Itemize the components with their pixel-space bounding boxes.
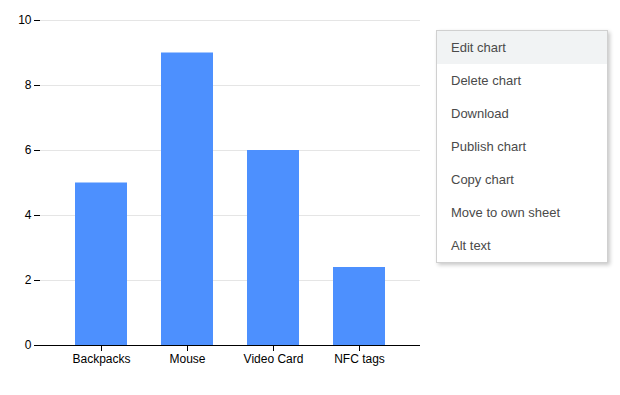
html-text:Copy chart: Copy chart — [451, 172, 514, 187]
svg-text:NFC tags: NFC tags — [334, 352, 385, 366]
svg-text:2: 2 — [25, 273, 32, 287]
svg-text:10: 10 — [18, 13, 32, 27]
svg-text:4: 4 — [25, 208, 32, 222]
svg-text:6: 6 — [25, 143, 32, 157]
svg-text:Backpacks: Backpacks — [72, 352, 130, 366]
html-text:Delete chart: Delete chart — [451, 73, 522, 88]
svg-text:0: 0 — [25, 338, 32, 352]
html-text:Edit chart: Edit chart — [451, 40, 506, 55]
html-text:Move to own sheet: Move to own sheet — [451, 205, 561, 220]
html-text:Download: Download — [451, 106, 509, 121]
html-text:Publish chart: Publish chart — [451, 139, 527, 154]
svg-text:Mouse: Mouse — [169, 352, 205, 366]
svg-text:Video Card: Video Card — [244, 352, 304, 366]
svg-text:8: 8 — [25, 78, 32, 92]
html-text:Alt text: Alt text — [451, 238, 491, 253]
